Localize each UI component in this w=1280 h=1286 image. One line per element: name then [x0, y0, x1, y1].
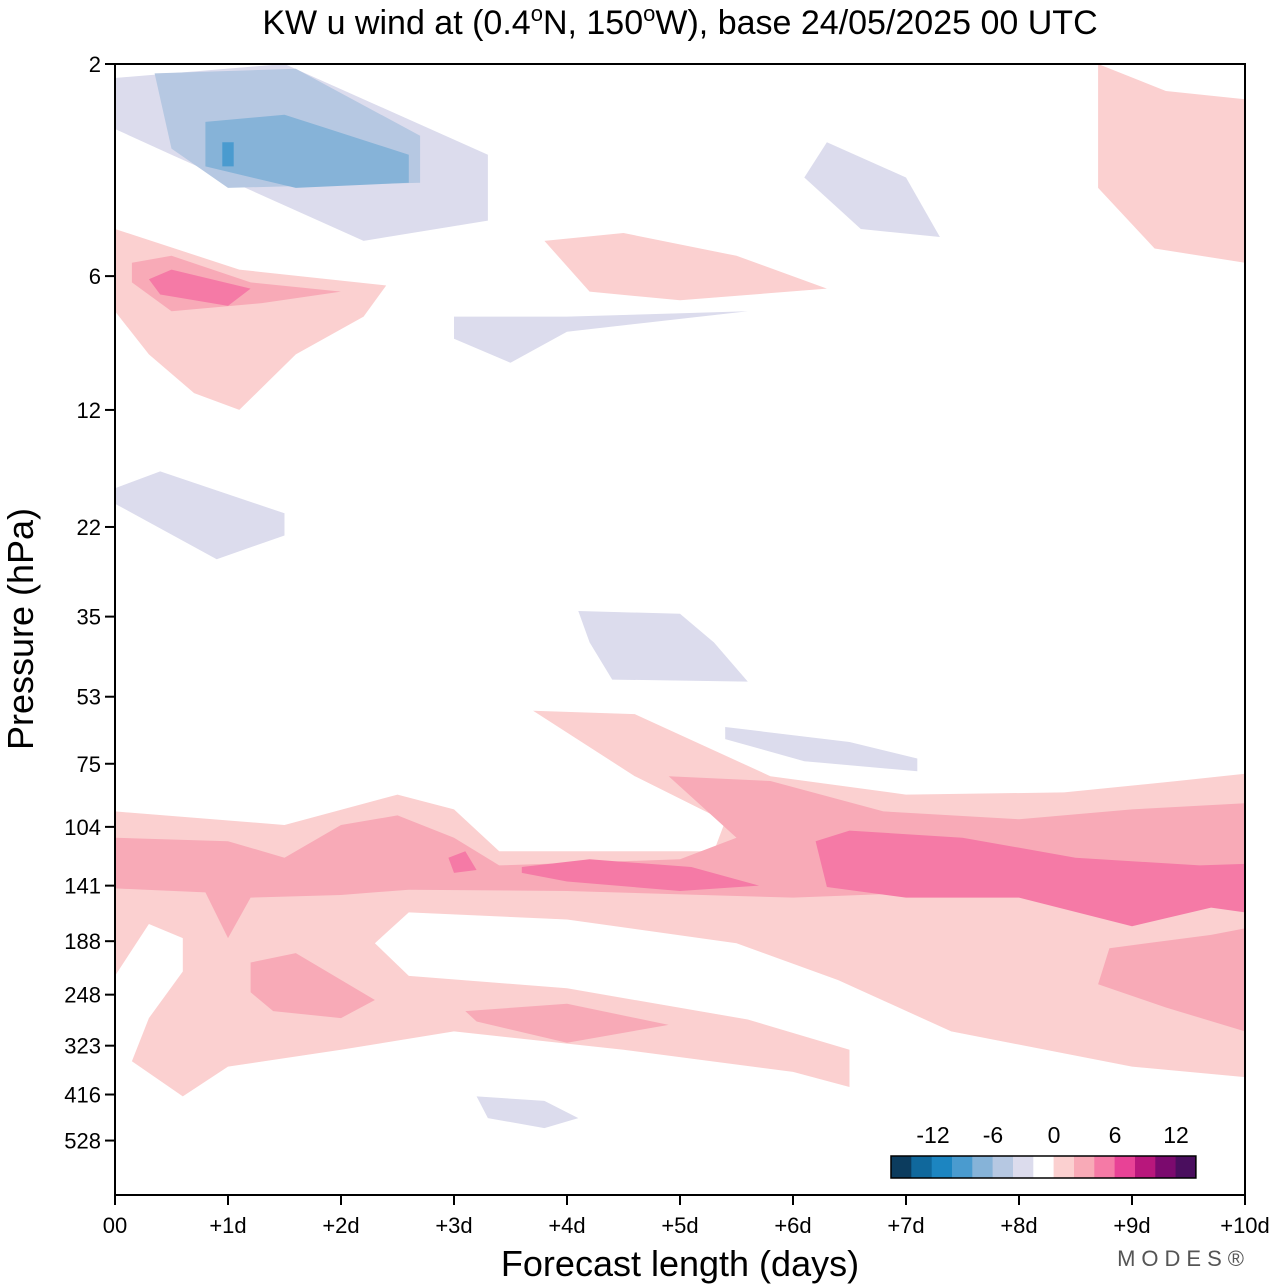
colorbar-label-1: -6: [983, 1122, 1003, 1148]
y-tick-label-9: 188: [64, 929, 101, 954]
colorbar-swatch-5: [992, 1156, 1014, 1178]
contour-region-2: [205, 114, 409, 188]
y-tick-label-11: 323: [64, 1034, 101, 1059]
y-tick-label-8: 141: [64, 874, 101, 899]
y-tick-label-12: 416: [64, 1083, 101, 1108]
x-tick-label-4: +4d: [548, 1213, 585, 1238]
contour-regions: [115, 64, 1245, 1129]
contour-region-7: [578, 611, 748, 682]
x-tick-label-10: +10d: [1220, 1213, 1270, 1238]
contour-region-14: [1098, 64, 1245, 263]
colorbar-swatch-13: [1155, 1156, 1176, 1178]
contour-region-21: [448, 851, 477, 873]
y-tick-label-10: 248: [64, 983, 101, 1008]
colorbar-label-4: 12: [1163, 1122, 1189, 1148]
contour-region-5: [454, 311, 748, 363]
y-tick-label-2: 12: [77, 398, 101, 423]
colorbar-swatch-11: [1114, 1156, 1136, 1178]
contour-region-18: [465, 1003, 669, 1043]
colorbar-label-3: 6: [1109, 1122, 1122, 1148]
y-tick-label-4: 35: [77, 605, 101, 630]
colorbar-swatch-14: [1175, 1156, 1197, 1178]
colorbar-swatch-3: [952, 1156, 973, 1178]
colorbar-swatch-6: [1013, 1156, 1034, 1178]
colorbar-swatch-12: [1135, 1156, 1156, 1178]
y-tick-label-5: 53: [77, 685, 101, 710]
x-tick-label-2: +2d: [322, 1213, 359, 1238]
y-tick-label-0: 2: [89, 52, 101, 77]
contour-region-17: [250, 953, 375, 1019]
colorbar-swatch-1: [911, 1156, 932, 1178]
colorbar-swatch-2: [931, 1156, 953, 1178]
x-tick-label-0: 00: [103, 1213, 127, 1238]
y-tick-label-1: 6: [89, 264, 101, 289]
colorbar-swatch-0: [891, 1156, 912, 1178]
y-tick-label-13: 528: [64, 1129, 101, 1154]
colorbar-swatch-8: [1053, 1156, 1075, 1178]
colorbar-swatch-10: [1094, 1156, 1115, 1178]
contour-region-4: [804, 142, 940, 237]
contour-region-19: [815, 830, 1245, 927]
modes-brand: MODES®: [1117, 1246, 1250, 1271]
contour-region-6: [115, 471, 285, 560]
colorbar-frame: [890, 1155, 1197, 1179]
y-axis: 2 6 12 22 35 53 75 104 141 188 248 323 416 528: [64, 52, 115, 1154]
x-tick-label-6: +6d: [774, 1213, 811, 1238]
x-axis-title: Forecast length (days): [501, 1243, 859, 1284]
y-tick-label-7: 104: [64, 815, 101, 840]
x-tick-label-1: +1d: [209, 1213, 246, 1238]
x-tick-label-8: +8d: [1000, 1213, 1037, 1238]
colorbar-swatch-9: [1074, 1156, 1095, 1178]
colorbar: -12 -6 0 6 12: [890, 1122, 1197, 1179]
x-axis: 00 +1d +2d +3d +4d +5d +6d +7d +8d +9d +10d: [103, 1195, 1270, 1238]
contour-region-12: [148, 269, 251, 306]
contour-region-20: [521, 859, 760, 891]
x-tick-label-9: +9d: [1113, 1213, 1150, 1238]
chart-title: KW u wind at (0.4oN, 150oW), base 24/05/…: [262, 1, 1097, 42]
contour-region-10: [115, 229, 387, 410]
colorbar-label-0: -12: [916, 1122, 949, 1148]
x-tick-label-5: +5d: [661, 1213, 698, 1238]
colorbar-swatch-7: [1033, 1156, 1054, 1178]
y-axis-title: Pressure (hPa): [0, 508, 41, 750]
contour-region-9: [476, 1096, 579, 1129]
x-tick-label-3: +3d: [435, 1213, 472, 1238]
contour-region-13: [544, 233, 827, 301]
contour-region-3: [222, 142, 234, 167]
colorbar-swatch-4: [972, 1156, 993, 1178]
colorbar-label-2: 0: [1048, 1122, 1061, 1148]
contour-region-8: [725, 727, 918, 772]
x-tick-label-7: +7d: [887, 1213, 924, 1238]
y-tick-label-6: 75: [77, 752, 101, 777]
y-tick-label-3: 22: [77, 515, 101, 540]
contour-region-15: [115, 710, 1245, 1097]
